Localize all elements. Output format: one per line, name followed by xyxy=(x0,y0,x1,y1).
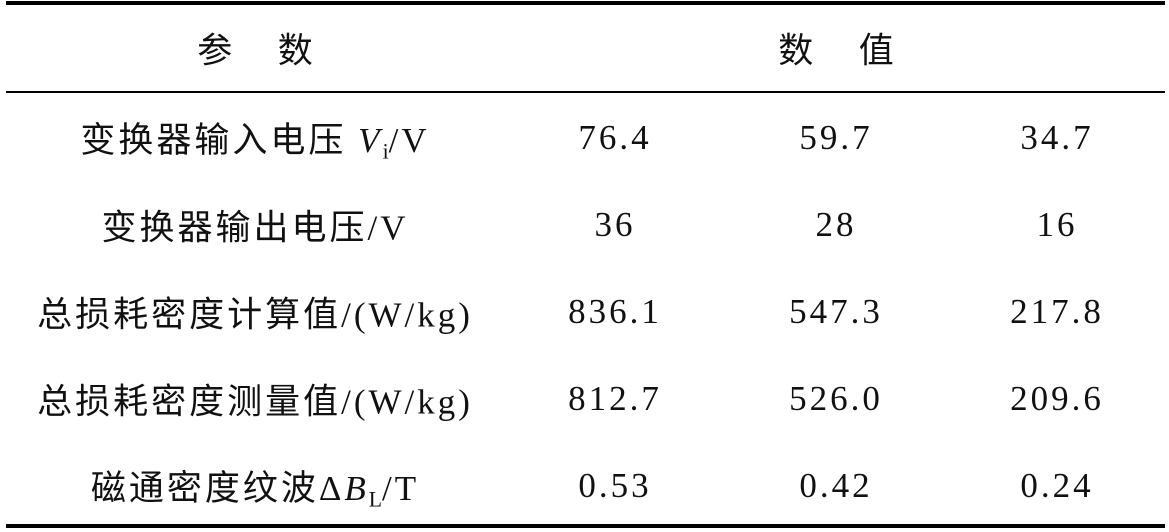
header-cell: 数值 xyxy=(778,31,940,71)
value-cell: 34.7 xyxy=(1020,118,1094,157)
header-cell: 参数 xyxy=(197,31,359,71)
label-part: 变换器输出电压/V xyxy=(101,208,409,248)
label-part: i xyxy=(382,139,389,164)
value-cell: 36 xyxy=(594,205,636,244)
value-cell: 16 xyxy=(1036,205,1078,244)
value-cell: 836.1 xyxy=(568,292,662,331)
label-part: L xyxy=(368,487,383,512)
header-rule xyxy=(6,91,1165,93)
value-cell: 0.42 xyxy=(799,466,873,505)
value-cell: 526.0 xyxy=(789,379,883,418)
label-part: 总损耗密度计算值/(W/kg) xyxy=(37,295,473,335)
row-label: 变换器输入电压 Vi/V xyxy=(80,112,429,165)
label-part: B xyxy=(344,468,369,508)
value-cell: 812.7 xyxy=(568,379,662,418)
label-part: 总损耗密度测量值/(W/kg) xyxy=(37,382,473,422)
label-part: /T xyxy=(382,468,420,508)
value-cell: 0.53 xyxy=(578,466,652,505)
row-label: 总损耗密度计算值/(W/kg) xyxy=(37,287,473,338)
value-cell: 76.4 xyxy=(578,118,652,157)
value-cell: 547.3 xyxy=(789,292,883,331)
value-cell: 28 xyxy=(815,205,857,244)
value-cell: 209.6 xyxy=(1010,379,1104,418)
label-part: 磁通密度纹波Δ xyxy=(90,468,345,508)
value-cell: 59.7 xyxy=(799,118,873,157)
row-label: 总损耗密度测量值/(W/kg) xyxy=(37,374,473,425)
top-rule xyxy=(6,1,1165,5)
label-part: /V xyxy=(388,120,430,160)
value-cell: 217.8 xyxy=(1010,292,1104,331)
label-part: 变换器输入电压 xyxy=(80,120,359,160)
value-cell: 0.24 xyxy=(1020,466,1094,505)
label-part: V xyxy=(358,120,383,160)
row-label: 磁通密度纹波ΔBL/T xyxy=(91,460,419,513)
row-label: 变换器输出电压/V xyxy=(101,200,408,251)
bottom-rule xyxy=(6,524,1165,528)
